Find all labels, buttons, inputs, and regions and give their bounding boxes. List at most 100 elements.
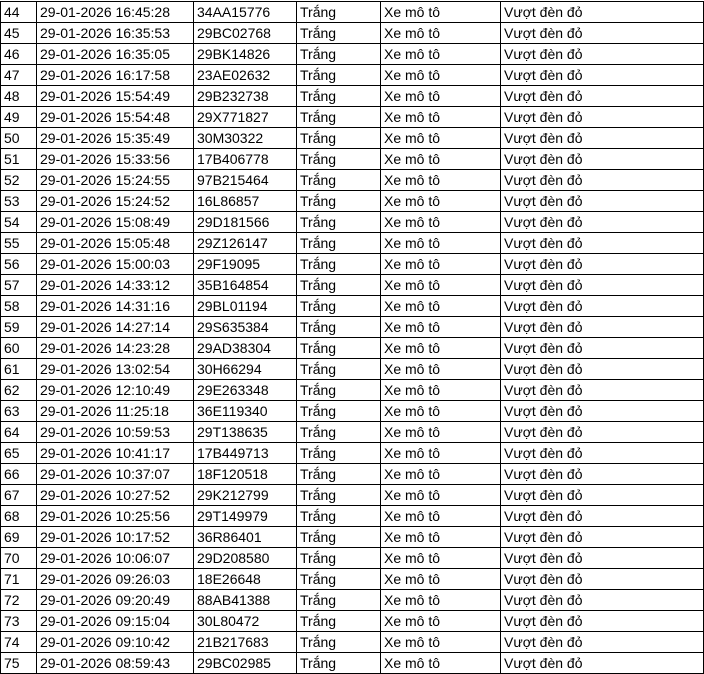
plate-number: 30M30322 [193, 127, 297, 149]
plate-number: 29BC02985 [193, 652, 297, 674]
violation: Vượt đèn đỏ [500, 211, 704, 233]
violation: Vượt đèn đỏ [500, 400, 704, 422]
violation: Vượt đèn đỏ [500, 106, 704, 128]
table-row: 74 29-01-2026 09:10:42 21B217683 Trắng Xe mô… [0, 631, 704, 653]
plate-color: Trắng [296, 337, 381, 359]
row-number: 47 [0, 64, 37, 86]
timestamp: 29-01-2026 15:54:48 [36, 106, 194, 128]
table-row: 49 29-01-2026 15:54:48 29X771827 Trắng Xe mô… [0, 106, 704, 128]
plate-number: 97B215464 [193, 169, 297, 191]
plate-color: Trắng [296, 127, 381, 149]
timestamp: 29-01-2026 10:17:52 [36, 526, 194, 548]
plate-number: 29E263348 [193, 379, 297, 401]
violation: Vượt đèn đỏ [500, 127, 704, 149]
plate-color: Trắng [296, 442, 381, 464]
table-row: 59 29-01-2026 14:27:14 29S635384 Trắng Xe mô… [0, 316, 704, 338]
vehicle-type: Xe mô tô [380, 211, 501, 233]
timestamp: 29-01-2026 10:25:56 [36, 505, 194, 527]
table-row: 57 29-01-2026 14:33:12 35B164854 Trắng Xe mô… [0, 274, 704, 296]
vehicle-type: Xe mô tô [380, 43, 501, 65]
row-number: 45 [0, 22, 37, 44]
violation: Vượt đèn đỏ [500, 589, 704, 611]
violation: Vượt đèn đỏ [500, 85, 704, 107]
row-number: 64 [0, 421, 37, 443]
table-row: 52 29-01-2026 15:24:55 97B215464 Trắng Xe mô… [0, 169, 704, 191]
timestamp: 29-01-2026 16:35:53 [36, 22, 194, 44]
table-row: 51 29-01-2026 15:33:56 17B406778 Trắng Xe mô… [0, 148, 704, 170]
timestamp: 29-01-2026 16:17:58 [36, 64, 194, 86]
plate-color: Trắng [296, 379, 381, 401]
violation: Vượt đèn đỏ [500, 421, 704, 443]
vehicle-type: Xe mô tô [380, 1, 501, 23]
plate-color: Trắng [296, 169, 381, 191]
vehicle-type: Xe mô tô [380, 106, 501, 128]
table-row: 61 29-01-2026 13:02:54 30H66294 Trắng Xe mô … [0, 358, 704, 380]
vehicle-type: Xe mô tô [380, 484, 501, 506]
violation: Vượt đèn đỏ [500, 631, 704, 653]
timestamp: 29-01-2026 13:02:54 [36, 358, 194, 380]
plate-number: 18E26648 [193, 568, 297, 590]
row-number: 60 [0, 337, 37, 359]
timestamp: 29-01-2026 09:20:49 [36, 589, 194, 611]
violation: Vượt đèn đỏ [500, 358, 704, 380]
plate-number: 23AE02632 [193, 64, 297, 86]
row-number: 66 [0, 463, 37, 485]
row-number: 74 [0, 631, 37, 653]
table-row: 72 29-01-2026 09:20:49 88AB41388 Trắng Xe mô… [0, 589, 704, 611]
plate-number: 29F19095 [193, 253, 297, 275]
violation: Vượt đèn đỏ [500, 526, 704, 548]
plate-color: Trắng [296, 43, 381, 65]
vehicle-type: Xe mô tô [380, 610, 501, 632]
table-row: 50 29-01-2026 15:35:49 30M30322 Trắng Xe mô … [0, 127, 704, 149]
plate-number: 29K212799 [193, 484, 297, 506]
timestamp: 29-01-2026 15:54:49 [36, 85, 194, 107]
row-number: 48 [0, 85, 37, 107]
violation: Vượt đèn đỏ [500, 568, 704, 590]
timestamp: 29-01-2026 15:24:52 [36, 190, 194, 212]
timestamp: 29-01-2026 09:10:42 [36, 631, 194, 653]
violation: Vượt đèn đỏ [500, 505, 704, 527]
vehicle-type: Xe mô tô [380, 652, 501, 674]
plate-color: Trắng [296, 1, 381, 23]
plate-number: 30H66294 [193, 358, 297, 380]
plate-color: Trắng [296, 631, 381, 653]
plate-number: 29X771827 [193, 106, 297, 128]
row-number: 72 [0, 589, 37, 611]
vehicle-type: Xe mô tô [380, 148, 501, 170]
row-number: 69 [0, 526, 37, 548]
plate-color: Trắng [296, 358, 381, 380]
row-number: 67 [0, 484, 37, 506]
plate-color: Trắng [296, 148, 381, 170]
timestamp: 29-01-2026 10:27:52 [36, 484, 194, 506]
row-number: 73 [0, 610, 37, 632]
plate-color: Trắng [296, 526, 381, 548]
plate-number: 29D208580 [193, 547, 297, 569]
violation: Vượt đèn đỏ [500, 295, 704, 317]
plate-number: 29BL01194 [193, 295, 297, 317]
plate-number: 17B406778 [193, 148, 297, 170]
timestamp: 29-01-2026 16:35:05 [36, 43, 194, 65]
violation: Vượt đèn đỏ [500, 148, 704, 170]
plate-color: Trắng [296, 316, 381, 338]
table-row: 67 29-01-2026 10:27:52 29K212799 Trắng Xe mô… [0, 484, 704, 506]
plate-number: 36E119340 [193, 400, 297, 422]
table-row: 56 29-01-2026 15:00:03 29F19095 Trắng Xe mô … [0, 253, 704, 275]
table-row: 66 29-01-2026 10:37:07 18F120518 Trắng Xe mô… [0, 463, 704, 485]
violation: Vượt đèn đỏ [500, 169, 704, 191]
row-number: 53 [0, 190, 37, 212]
timestamp: 29-01-2026 12:10:49 [36, 379, 194, 401]
plate-color: Trắng [296, 589, 381, 611]
table-row: 44 29-01-2026 16:45:28 34AA15776 Trắng Xe mô… [0, 1, 704, 23]
timestamp: 29-01-2026 14:31:16 [36, 295, 194, 317]
plate-color: Trắng [296, 211, 381, 233]
vehicle-type: Xe mô tô [380, 127, 501, 149]
timestamp: 29-01-2026 15:35:49 [36, 127, 194, 149]
timestamp: 29-01-2026 15:08:49 [36, 211, 194, 233]
timestamp: 29-01-2026 10:06:07 [36, 547, 194, 569]
vehicle-type: Xe mô tô [380, 463, 501, 485]
vehicle-type: Xe mô tô [380, 295, 501, 317]
timestamp: 29-01-2026 10:37:07 [36, 463, 194, 485]
vehicle-type: Xe mô tô [380, 253, 501, 275]
plate-color: Trắng [296, 400, 381, 422]
